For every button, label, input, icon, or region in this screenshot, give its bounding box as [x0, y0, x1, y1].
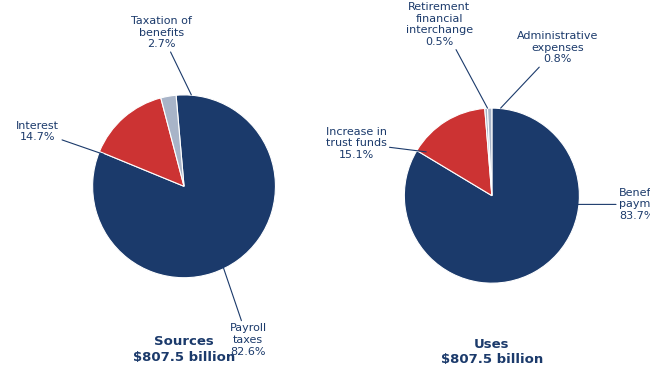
Text: $807.5 billion: $807.5 billion [133, 351, 235, 364]
Wedge shape [488, 108, 492, 196]
Wedge shape [404, 108, 579, 283]
Wedge shape [417, 109, 492, 196]
Text: Sources: Sources [154, 335, 214, 348]
Text: Administrative
expenses
0.8%: Administrative expenses 0.8% [500, 31, 598, 108]
Text: $807.5 billion: $807.5 billion [441, 353, 543, 366]
Text: Interest
14.7%: Interest 14.7% [16, 121, 103, 154]
Text: Increase in
trust funds
15.1%: Increase in trust funds 15.1% [326, 126, 426, 160]
Wedge shape [161, 95, 184, 186]
Wedge shape [485, 108, 492, 196]
Text: Payroll
taxes
82.6%: Payroll taxes 82.6% [220, 259, 266, 357]
Text: Benefit
payments
83.7%: Benefit payments 83.7% [573, 188, 650, 221]
Text: Taxation of
benefits
2.7%: Taxation of benefits 2.7% [131, 16, 192, 95]
Wedge shape [99, 98, 184, 186]
Wedge shape [93, 95, 276, 278]
Text: Uses: Uses [474, 338, 510, 351]
Text: Railroad
Retirement
financial
interchange
0.5%: Railroad Retirement financial interchang… [406, 0, 488, 108]
